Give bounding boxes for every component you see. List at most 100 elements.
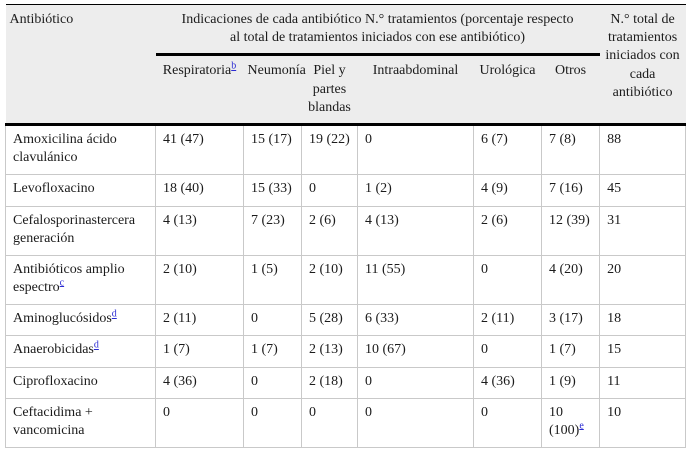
cell-respiratoria: 2 (10)	[155, 254, 244, 306]
col-header-total: N.° total de tratamientos iniciados con …	[599, 4, 686, 126]
cell-antibiotic-name: Ceftacidima + vancomicina	[5, 397, 156, 449]
col-header-respiratoria: Respiratoriab	[155, 54, 244, 126]
otros-value: 4 (20)	[549, 261, 583, 277]
antibiotic-name: Amoxicilina ácido clavulánico	[13, 131, 117, 166]
antibiotic-indications-table: Antibiótico Indicaciones de cada antibió…	[5, 4, 687, 449]
otros-value: 7 (8)	[549, 131, 576, 147]
cell-antibiotic-name: Aminoglucósidosd	[5, 304, 156, 337]
antibiotic-name: Ciprofloxacino	[13, 373, 98, 389]
cell-otros: 7 (16)	[540, 174, 601, 207]
cell-intraabdominal: 6 (33)	[357, 304, 474, 337]
cell-otros: 1 (7)	[540, 335, 601, 368]
cell-piel: 0	[301, 174, 358, 207]
cell-neumonia: 0	[243, 366, 302, 399]
table-row-aminoglucosidos: Aminoglucósidosd 2 (11) 0 5 (28) 6 (33) …	[5, 304, 687, 337]
antibiotic-name: Antibióticos amplio espectro	[13, 261, 125, 296]
col-header-neumonia: Neumonía	[243, 54, 306, 126]
col-header-piel-partes-blandas: Piel y partes blandas	[301, 54, 358, 126]
table-header: Antibiótico Indicaciones de cada antibió…	[5, 4, 686, 126]
antibiotic-name: Anaerobicidas	[13, 342, 94, 358]
cell-intraabdominal: 0	[357, 366, 474, 399]
table-row-amplio-espectro: Antibióticos amplio espectroc 2 (10) 1 (…	[5, 254, 687, 306]
cell-total: 10	[599, 397, 687, 449]
table-row-ciprofloxacino: Ciprofloxacino 4 (36) 0 2 (18) 0 4 (36) …	[5, 366, 687, 399]
cell-piel: 2 (6)	[301, 205, 358, 256]
table-row-anaerobicidas: Anaerobicidasd 1 (7) 1 (7) 2 (13) 10 (67…	[5, 335, 687, 368]
cell-otros: 4 (20)	[540, 254, 601, 306]
cell-respiratoria: 18 (40)	[155, 174, 244, 207]
cell-piel: 2 (18)	[301, 366, 358, 399]
table-row-cefalosporinas: Cefalosporinastercera generación 4 (13) …	[5, 205, 687, 256]
cell-respiratoria: 4 (36)	[155, 366, 244, 399]
cell-neumonia: 15 (17)	[243, 123, 302, 176]
footnote-link-d[interactable]: d	[93, 339, 99, 351]
cell-urologica: 2 (6)	[473, 205, 542, 256]
cell-urologica: 6 (7)	[473, 123, 542, 176]
cell-otros: 3 (17)	[540, 304, 601, 337]
cell-total: 20	[599, 254, 687, 306]
cell-neumonia: 15 (33)	[243, 174, 302, 207]
antibiotic-name: Levofloxacino	[13, 181, 95, 197]
cell-antibiotic-name: Ciprofloxacino	[5, 366, 156, 399]
cell-total: 88	[599, 123, 687, 176]
cell-respiratoria: 4 (13)	[155, 205, 244, 256]
cell-neumonia: 1 (7)	[243, 335, 302, 368]
cell-intraabdominal: 11 (55)	[357, 254, 474, 306]
otros-value: 1 (7)	[549, 342, 576, 358]
cell-total: 18	[599, 304, 687, 337]
cell-urologica: 0	[473, 335, 542, 368]
cell-total: 15	[599, 335, 687, 368]
cell-total: 45	[599, 174, 687, 207]
cell-neumonia: 1 (5)	[243, 254, 302, 306]
antibiotic-name: Aminoglucósidos	[13, 311, 112, 327]
otros-value: 1 (9)	[549, 373, 576, 389]
table-row-ceftacidima-vancomicina: Ceftacidima + vancomicina 0 0 0 0 0 10 (…	[5, 397, 687, 449]
cell-piel: 0	[301, 397, 358, 449]
cell-otros: 10 (100)e	[540, 397, 601, 449]
table-body: Amoxicilina ácido clavulánico 41 (47) 15…	[5, 123, 687, 449]
cell-intraabdominal: 0	[357, 397, 474, 449]
cell-intraabdominal: 1 (2)	[357, 174, 474, 207]
cell-neumonia: 7 (23)	[243, 205, 302, 256]
table-row-levofloxacino: Levofloxacino 18 (40) 15 (33) 0 1 (2) 4 …	[5, 174, 687, 207]
cell-total: 31	[599, 205, 687, 256]
cell-respiratoria: 41 (47)	[155, 123, 244, 176]
cell-antibiotic-name: Levofloxacino	[5, 174, 156, 207]
footnote-link-c[interactable]: c	[59, 277, 65, 289]
otros-value: 3 (17)	[549, 311, 583, 327]
antibiotic-name: Cefalosporinastercera generación	[13, 212, 136, 246]
cell-antibiotic-name: Anaerobicidasd	[5, 335, 156, 368]
cell-respiratoria: 2 (11)	[155, 304, 244, 337]
cell-urologica: 2 (11)	[473, 304, 542, 337]
antibiotic-name: Ceftacidima + vancomicina	[13, 404, 93, 438]
cell-total: 11	[599, 366, 687, 399]
cell-urologica: 4 (36)	[473, 366, 542, 399]
otros-value: 12 (39)	[549, 212, 590, 228]
cell-respiratoria: 1 (7)	[155, 335, 244, 368]
cell-neumonia: 0	[243, 397, 302, 449]
col-header-antibiotico: Antibiótico	[5, 4, 156, 126]
footnote-link-b[interactable]: b	[231, 60, 237, 72]
cell-intraabdominal: 4 (13)	[357, 205, 474, 256]
footnote-link-e[interactable]: e	[579, 420, 584, 432]
otros-value: 7 (16)	[549, 181, 583, 197]
cell-urologica: 4 (9)	[473, 174, 542, 207]
cell-piel: 2 (10)	[301, 254, 358, 306]
cell-intraabdominal: 0	[357, 123, 474, 176]
cell-antibiotic-name: Antibióticos amplio espectroc	[5, 254, 156, 306]
cell-piel: 5 (28)	[301, 304, 358, 337]
table-row-amoxicilina: Amoxicilina ácido clavulánico 41 (47) 15…	[5, 123, 687, 176]
cell-antibiotic-name: Cefalosporinastercera generación	[5, 205, 156, 256]
cell-urologica: 0	[473, 254, 542, 306]
col-header-intraabdominal: Intraabdominal	[357, 54, 474, 126]
cell-otros: 12 (39)	[540, 205, 601, 256]
cell-respiratoria: 0	[155, 397, 244, 449]
cell-piel: 19 (22)	[301, 123, 358, 176]
otros-value: 10 (100)	[549, 404, 580, 438]
cell-urologica: 0	[473, 397, 542, 449]
cell-otros: 7 (8)	[540, 123, 601, 176]
col-header-urologica: Urológica	[473, 54, 542, 126]
footnote-link-d[interactable]: d	[111, 308, 117, 320]
col-header-otros: Otros	[541, 54, 600, 126]
cell-piel: 2 (13)	[301, 335, 358, 368]
